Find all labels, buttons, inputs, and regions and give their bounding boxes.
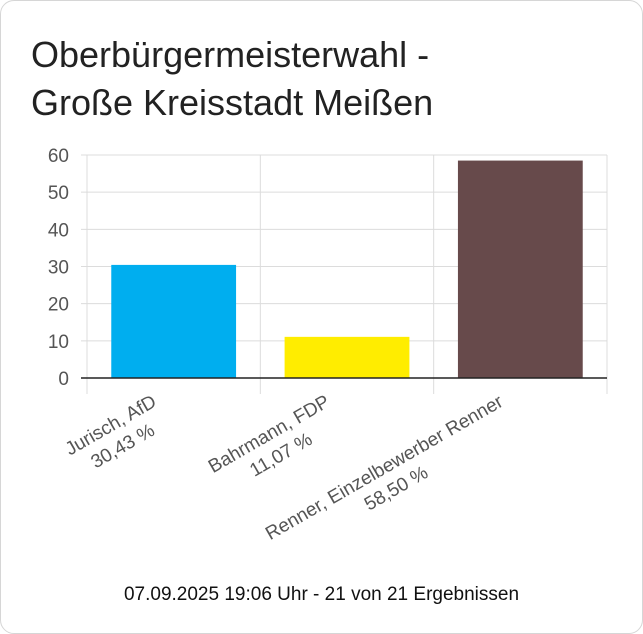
y-tick-label: 20 [48, 295, 69, 316]
result-timestamp: 07.09.2025 19:06 Uhr - 21 von 21 Ergebni… [123, 584, 520, 605]
bar-1 [111, 264, 237, 378]
y-tick-label: 10 [48, 332, 69, 353]
chart-title-line-2: Große Kreisstadt Meißen [31, 82, 434, 123]
chart-title-line-1: Oberbürgermeisterwahl - [31, 34, 430, 75]
y-tick-label: 50 [48, 183, 69, 204]
y-tick-label: 30 [48, 258, 69, 279]
y-tick-label: 60 [48, 146, 69, 167]
y-tick-label: 0 [58, 369, 69, 390]
y-tick-label: 40 [48, 220, 69, 241]
chart-title: Oberbürgermeisterwahl - Große Kreisstadt… [31, 31, 621, 127]
bar-3 [457, 160, 583, 378]
bar-2 [284, 336, 410, 378]
